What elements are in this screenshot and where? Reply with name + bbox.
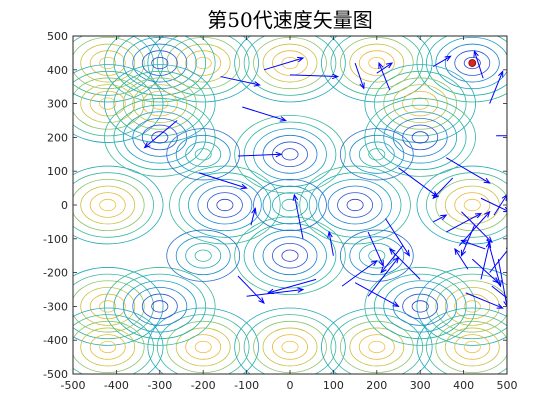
best-point-marker <box>469 60 476 67</box>
x-tick-label: -400 <box>104 379 129 392</box>
x-tick-label: 300 <box>410 379 431 392</box>
y-tick-label: 0 <box>61 199 68 212</box>
y-tick-label: 200 <box>47 131 68 144</box>
y-tick-label: 400 <box>47 64 68 77</box>
y-tick-label: -100 <box>43 233 68 246</box>
y-tick-label: -400 <box>43 334 68 347</box>
y-tick-label: -300 <box>43 300 68 313</box>
x-tick-label: 400 <box>453 379 474 392</box>
best-marker-layer <box>469 60 476 67</box>
chart-title: 第50代速度矢量图 <box>207 8 372 32</box>
x-tick-label: 500 <box>497 379 518 392</box>
y-tick-label: -200 <box>43 267 68 280</box>
x-tick-label: 100 <box>323 379 344 392</box>
x-tick-label: 200 <box>366 379 387 392</box>
y-tick-label: 500 <box>47 30 68 43</box>
x-tick-label: -100 <box>234 379 259 392</box>
y-tick-label: 300 <box>47 98 68 111</box>
x-tick-label: -200 <box>191 379 216 392</box>
x-tick-label: -300 <box>147 379 172 392</box>
y-tick-label: -500 <box>43 368 68 381</box>
plot-area <box>73 36 507 374</box>
x-tick-label: 0 <box>287 379 294 392</box>
y-tick-label: 100 <box>47 165 68 178</box>
